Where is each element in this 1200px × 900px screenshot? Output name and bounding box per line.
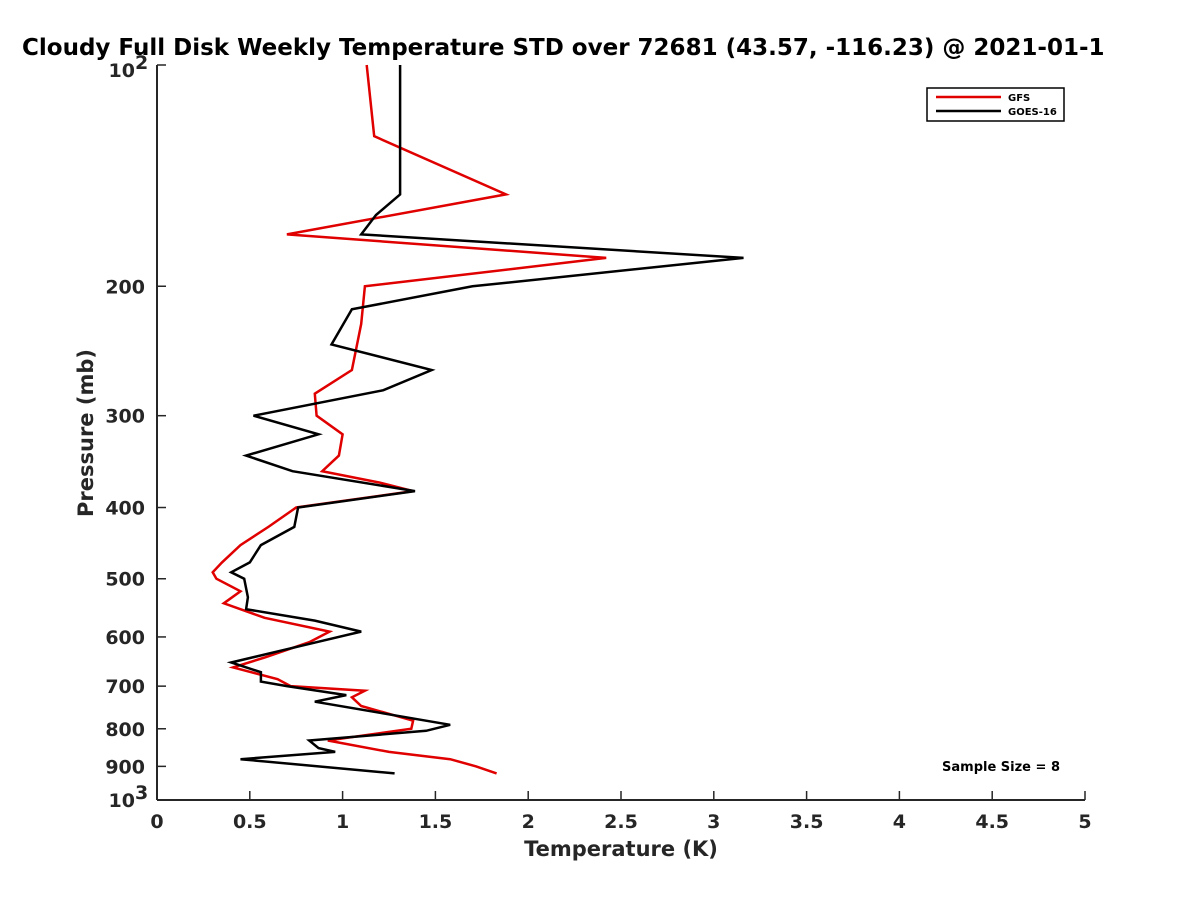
series-layer [211, 64, 744, 775]
y-tick-label: 900 [105, 756, 145, 778]
x-ticks: 0 0.5 1 1.5 2 2.5 3 3.5 4 4.5 5 [150, 791, 1092, 833]
y-tick-label: 400 [105, 498, 145, 520]
x-tick-label: 3.5 [790, 811, 824, 833]
x-tick-label: 0 [150, 811, 163, 833]
x-tick-label: 4 [893, 811, 906, 833]
x-tick-label: 1 [336, 811, 349, 833]
y-tick-exponent: 3 [135, 782, 148, 804]
y-tick-label: 500 [105, 569, 145, 591]
y-tick-label: 300 [105, 406, 145, 428]
y-tick-exponent: 2 [135, 52, 148, 74]
x-axis-label: Temperature (K) [524, 837, 718, 861]
x-tick-label: 2.5 [604, 811, 638, 833]
legend: GFS GOES-16 [926, 87, 1065, 122]
legend-box [926, 87, 1065, 122]
x-tick-label: 2 [522, 811, 535, 833]
chart-title: Cloudy Full Disk Weekly Temperature STD … [22, 35, 1105, 61]
legend-label: GOES-16 [1008, 107, 1057, 118]
y-tick-label: 800 [105, 719, 145, 741]
y-tick-label: 600 [105, 627, 145, 649]
y-tick-label: 200 [105, 276, 145, 298]
x-tick-label: 5 [1078, 811, 1091, 833]
x-tick-label: 1.5 [419, 811, 453, 833]
x-tick-label: 4.5 [975, 811, 1009, 833]
x-tick-label: 0.5 [233, 811, 267, 833]
y-tick-base: 10 [109, 60, 135, 82]
y-tick-label: 700 [105, 676, 145, 698]
y-tick-base: 10 [109, 790, 135, 812]
y-tick-label: 10 [109, 60, 135, 82]
x-tick-label: 3 [707, 811, 720, 833]
series-line-goes-16 [226, 65, 744, 775]
legend-label: GFS [1008, 93, 1030, 104]
y-tick-label: 10 [109, 790, 135, 812]
y-axis-label: Pressure (mb) [74, 349, 98, 517]
sample-size-annotation: Sample Size = 8 [942, 760, 1060, 775]
